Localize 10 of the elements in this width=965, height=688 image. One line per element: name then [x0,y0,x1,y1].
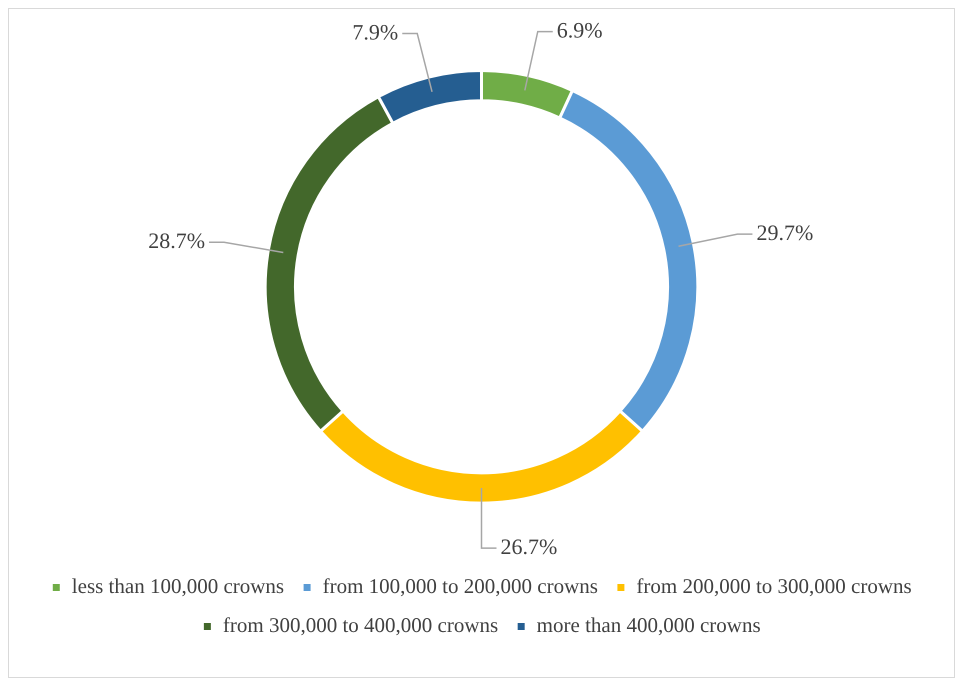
data-label: 26.7% [500,534,558,559]
legend-label: from 200,000 to 300,000 crowns [636,574,912,598]
legend-label: from 100,000 to 200,000 crowns [322,574,598,598]
data-label: 29.7% [756,220,814,245]
legend-label: more than 400,000 crowns [536,613,761,638]
data-label: 6.9% [556,17,603,42]
legend-label: from 300,000 to 400,000 crowns [222,613,498,638]
legend-label: less than 100,000 crowns [72,574,284,598]
data-label: 7.9% [352,19,398,44]
data-label: 28.7% [148,228,206,254]
